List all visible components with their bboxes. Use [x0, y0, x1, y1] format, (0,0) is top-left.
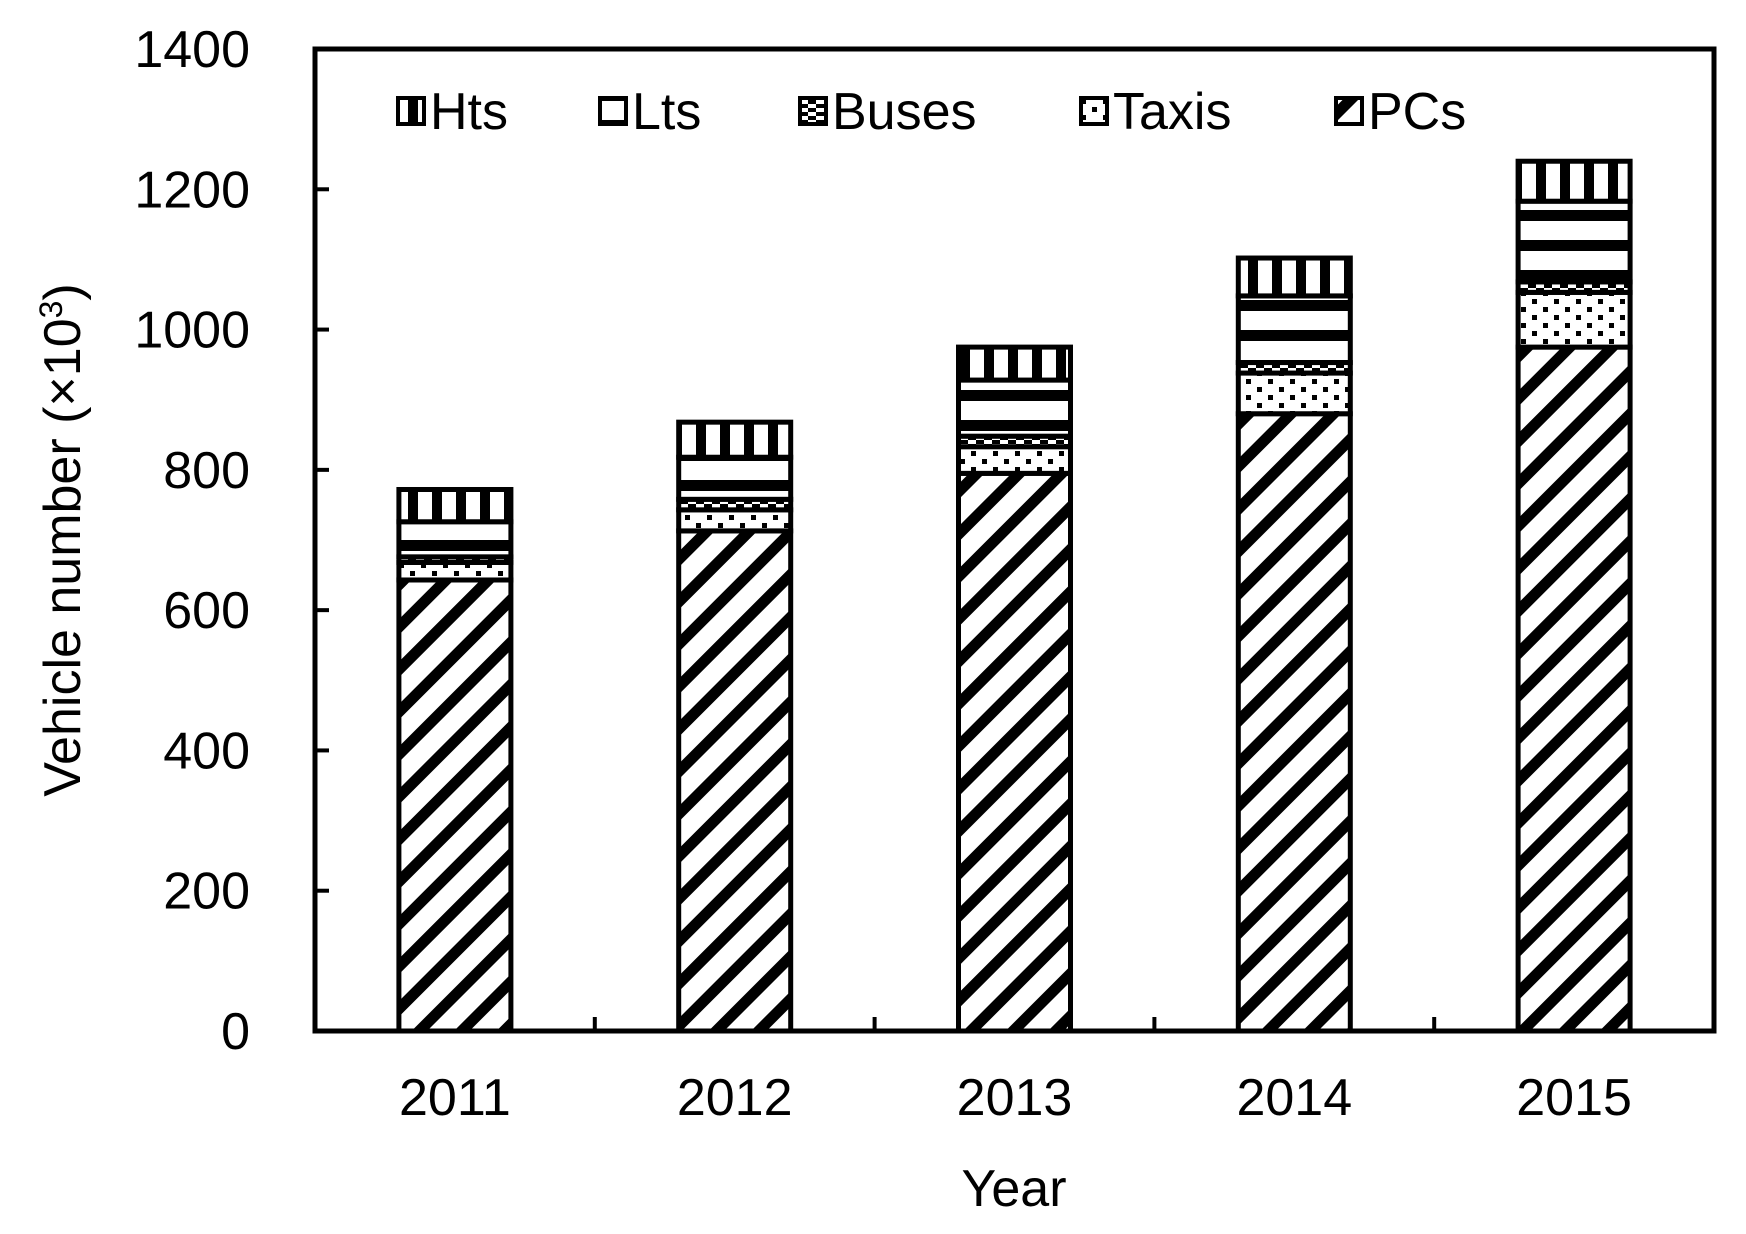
- y-axis: 0 200 400 600 800 1000 1200 1400: [134, 21, 329, 1061]
- y-axis-title-exponent: 3: [33, 301, 69, 319]
- bar-segment-taxis-2011: [396, 559, 514, 583]
- bar-segment-hts-2014: [1235, 255, 1353, 299]
- legend-label-lts: Lts: [632, 83, 701, 141]
- y-tick-label: 400: [163, 722, 250, 780]
- bar-segment-lts-2015: [1515, 198, 1633, 285]
- y-tick-label: 200: [163, 863, 250, 921]
- x-tick-label: 2015: [1516, 1069, 1632, 1127]
- legend-swatch-taxis: [1079, 96, 1109, 126]
- legend-swatch-hts: [396, 96, 426, 126]
- legend-label-hts: Hts: [430, 83, 508, 141]
- legend-label-pcs: PCs: [1368, 83, 1466, 141]
- y-axis-title: Vehicle number (×103): [33, 283, 92, 797]
- y-tick-label: 1200: [134, 161, 250, 219]
- bar-segment-lts-2013: [956, 377, 1073, 439]
- x-tick-label: 2012: [677, 1069, 793, 1127]
- bar-segment-hts-2011: [396, 486, 514, 525]
- y-axis-title-close: ): [34, 283, 92, 300]
- legend-swatch-buses: [798, 96, 828, 126]
- y-tick-label: 600: [163, 582, 250, 640]
- x-tick-label: 2013: [957, 1069, 1073, 1127]
- bar-segment-lts-2011: [396, 519, 514, 560]
- bar-segment-taxis-2014: [1235, 370, 1353, 417]
- bar-segment-pcs-2011: [396, 577, 514, 1034]
- x-axis-title: Year: [961, 1160, 1066, 1218]
- bar-segment-pcs-2013: [956, 470, 1073, 1034]
- bar-segment-hts-2015: [1515, 158, 1633, 204]
- legend-swatch-lts: [598, 96, 628, 126]
- x-axis: 2011 2012 2013 2014 2015: [399, 1017, 1632, 1127]
- bar-segment-lts-2012: [676, 454, 794, 502]
- bar-segment-pcs-2015: [1515, 344, 1633, 1034]
- bar-segment-pcs-2012: [676, 528, 794, 1034]
- bar-segment-pcs-2014: [1235, 411, 1353, 1034]
- y-tick-label: 1400: [134, 21, 250, 79]
- y-axis-title-multiplier: ×10: [34, 318, 92, 406]
- bar-segment-hts-2012: [676, 419, 794, 460]
- x-tick-label: 2014: [1236, 1069, 1352, 1127]
- bar-segment-taxis-2013: [956, 444, 1073, 476]
- x-tick-label: 2011: [399, 1069, 511, 1127]
- y-tick-label: 800: [163, 442, 250, 500]
- legend-label-buses: Buses: [832, 83, 977, 141]
- bar-segment-taxis-2012: [676, 507, 794, 534]
- legend: Hts Lts Buses Taxis PCs: [396, 83, 1466, 141]
- bar-segment-taxis-2015: [1515, 289, 1633, 350]
- bars: [396, 158, 1633, 1034]
- legend-label-taxis: Taxis: [1113, 83, 1231, 141]
- legend-swatch-pcs: [1334, 96, 1364, 126]
- bar-segment-hts-2013: [956, 344, 1073, 383]
- y-tick-label: 0: [221, 1003, 250, 1061]
- bar-segment-lts-2014: [1235, 293, 1353, 366]
- y-axis-title-main: Vehicle number (: [34, 406, 92, 797]
- y-tick-label: 1000: [134, 302, 250, 360]
